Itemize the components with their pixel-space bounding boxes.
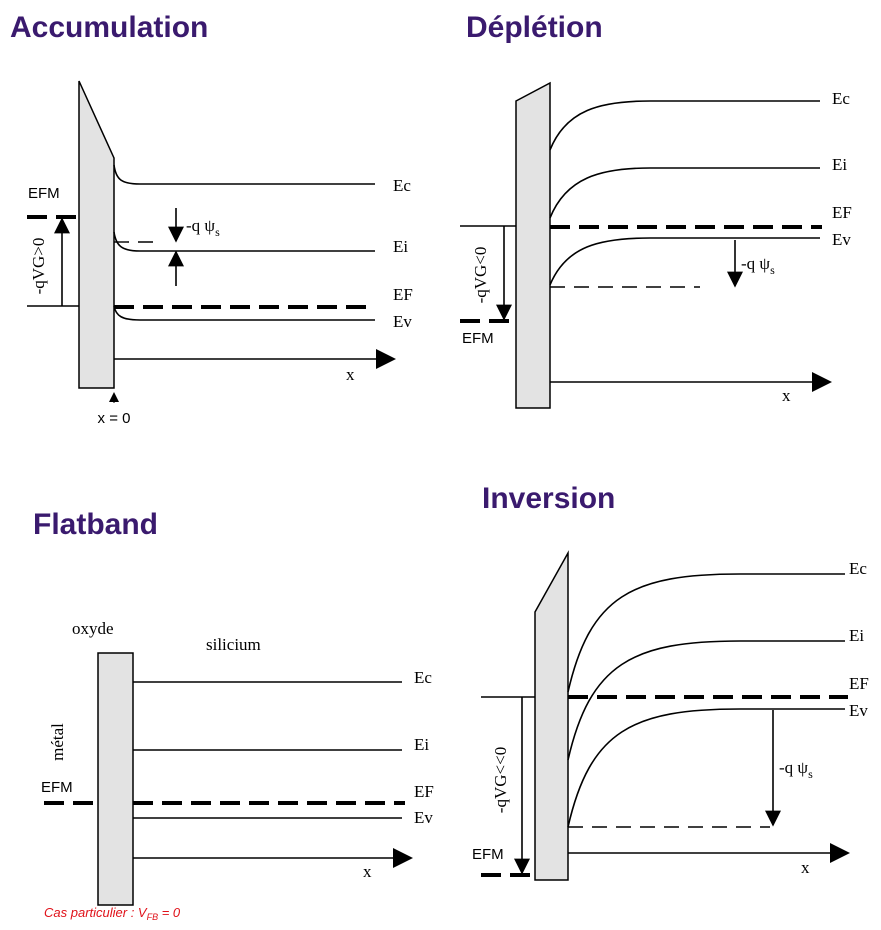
- label-efm: EFM: [472, 846, 504, 863]
- x-axis-label: x: [346, 365, 355, 384]
- label-metal: métal: [48, 723, 67, 761]
- band-ec: [567, 573, 845, 693]
- label-silicon: silicium: [206, 635, 261, 654]
- band-ei: [549, 167, 820, 219]
- label-efm: EFM: [28, 185, 60, 202]
- title-flatband: Flatband: [33, 508, 158, 541]
- panel-depletion: Déplétion EFM -qVG<0 -q ψs Ec Ei EF Ev x: [460, 11, 852, 409]
- label-ec: Ec: [832, 89, 850, 108]
- title-inversion: Inversion: [482, 482, 615, 515]
- oxide-layer: [78, 80, 115, 389]
- label-ei: Ei: [832, 155, 847, 174]
- label-ev: Ev: [849, 701, 868, 720]
- label-ev: Ev: [393, 312, 412, 331]
- label-ev: Ev: [414, 808, 433, 827]
- label-ef: EF: [832, 203, 852, 222]
- label-psi: -q ψs: [741, 254, 775, 277]
- oxide-layer: [515, 81, 551, 409]
- label-ec: Ec: [414, 668, 432, 687]
- flatband-note: Cas particulier : VFB = 0: [44, 905, 181, 922]
- x-axis-label: x: [801, 858, 810, 877]
- panel-accumulation: Accumulation EFM -qVG>0 -q ψs Ec Ei EF E…: [10, 11, 413, 427]
- label-ev: Ev: [832, 230, 851, 249]
- oxide-layer: [534, 550, 569, 881]
- band-ei: [113, 231, 375, 252]
- band-ec: [549, 100, 820, 151]
- title-accumulation: Accumulation: [10, 11, 208, 44]
- label-vg: -qVG>0: [29, 238, 48, 295]
- x-axis-label: x: [782, 386, 791, 405]
- band-ei: [567, 640, 845, 761]
- label-efm: EFM: [41, 779, 73, 796]
- panel-flatband: Flatband oxyde métal silicium EFM Ec Ei …: [33, 508, 434, 922]
- label-efm: EFM: [462, 330, 494, 347]
- label-ef: EF: [393, 285, 413, 304]
- title-depletion: Déplétion: [466, 11, 603, 44]
- label-ec: Ec: [849, 559, 867, 578]
- label-vg: -qVG<0: [471, 247, 490, 304]
- label-oxide: oxyde: [72, 619, 114, 638]
- origin-label: x = 0: [98, 410, 131, 427]
- label-psi: -q ψs: [186, 216, 220, 239]
- band-ec: [113, 164, 375, 185]
- label-ec: Ec: [393, 176, 411, 195]
- label-vg: -qVG<<0: [491, 747, 510, 813]
- label-ef: EF: [849, 674, 869, 693]
- label-ei: Ei: [393, 237, 408, 256]
- label-psi: -q ψs: [779, 758, 813, 781]
- band-ev: [549, 237, 820, 286]
- label-ei: Ei: [849, 626, 864, 645]
- label-ei: Ei: [414, 735, 429, 754]
- x-axis-label: x: [363, 862, 372, 881]
- label-ef: EF: [414, 782, 434, 801]
- oxide-layer: [97, 652, 134, 906]
- panel-inversion: Inversion EFM -qVG<<0 -q ψs Ec Ei EF Ev …: [472, 482, 869, 881]
- band-ev: [567, 708, 845, 828]
